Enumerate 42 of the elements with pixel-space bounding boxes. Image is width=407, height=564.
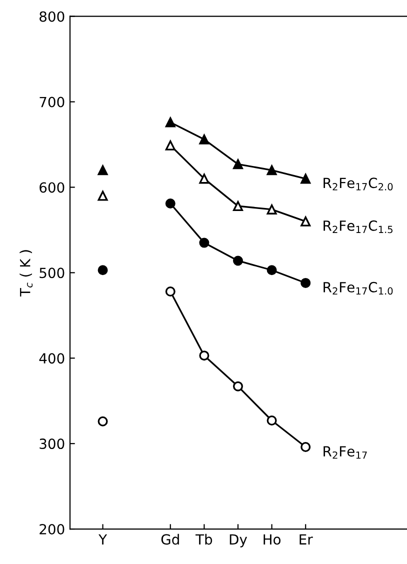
point	[199, 350, 210, 361]
y-tick-label: 300	[40, 438, 64, 450]
series-label: R$_{2}$Fe$_{17}$	[324, 446, 367, 459]
y-tick-label: 400	[39, 353, 64, 364]
y-tick-label: 600	[40, 182, 64, 193]
y-tick-label: 500	[40, 268, 64, 278]
point	[232, 381, 243, 392]
point	[266, 204, 277, 214]
point	[266, 416, 277, 426]
point	[98, 190, 108, 201]
point	[98, 416, 108, 426]
point	[165, 198, 176, 208]
point	[199, 238, 210, 248]
point	[165, 117, 176, 128]
x-tick-label: Dy	[230, 534, 248, 548]
point	[232, 159, 243, 170]
x-tick-label: Gd	[161, 534, 179, 545]
point	[98, 165, 108, 176]
point	[199, 134, 210, 144]
point	[300, 442, 311, 452]
point	[165, 286, 176, 296]
point	[300, 174, 311, 184]
y-tick-label: 200	[40, 524, 64, 535]
point	[300, 278, 311, 288]
point	[98, 265, 108, 276]
x-tick-label: Y	[98, 534, 108, 544]
series-label: R$_{2}$Fe$_{17}$C$_{2.0}$	[324, 178, 393, 190]
x-tick-label: Ho	[264, 534, 281, 545]
point	[232, 201, 243, 212]
point	[300, 216, 311, 226]
x-tick-label: Er	[300, 534, 313, 544]
point	[165, 140, 176, 150]
point	[199, 174, 210, 184]
point	[232, 256, 243, 266]
y-tick-label: 800	[40, 11, 64, 22]
x-tick-label: Tb	[196, 534, 212, 545]
y-tick-label: 700	[40, 96, 64, 108]
point	[266, 165, 277, 176]
point	[266, 265, 277, 276]
series-label: R$_{2}$Fe$_{17}$C$_{1.0}$	[324, 282, 393, 295]
y-axis-title: T$_{c}$ ( K )	[20, 250, 33, 297]
series-label: R$_{2}$Fe$_{17}$C$_{1.5}$	[324, 220, 392, 234]
